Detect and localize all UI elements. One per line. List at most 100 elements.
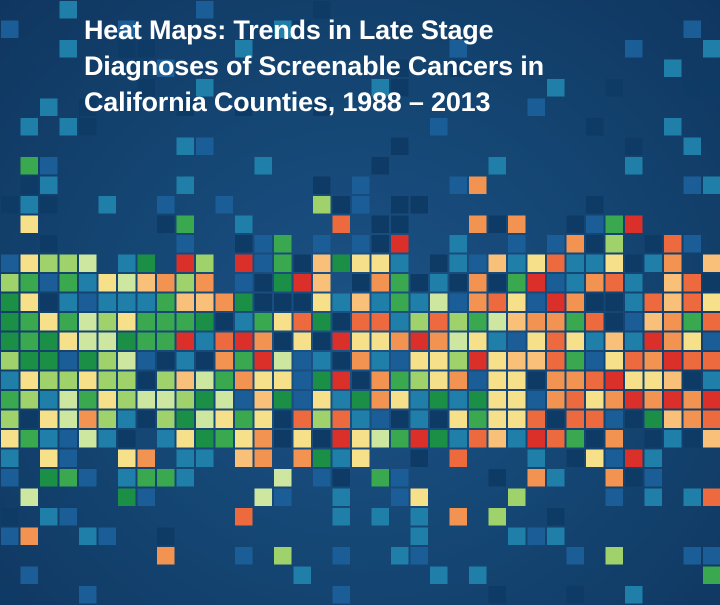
mosaic-tile xyxy=(98,274,116,292)
mosaic-tile xyxy=(605,391,623,409)
mosaic-tile xyxy=(235,430,253,448)
mosaic-tile xyxy=(683,488,701,506)
mosaic-tile xyxy=(176,137,194,155)
mosaic-tile xyxy=(176,176,194,194)
mosaic-tile xyxy=(79,293,97,311)
mosaic-tile xyxy=(605,274,623,292)
mosaic-tile xyxy=(137,274,155,292)
mosaic-tile xyxy=(274,332,292,350)
mosaic-tile xyxy=(137,352,155,370)
mosaic-tile xyxy=(566,352,584,370)
mosaic-tile xyxy=(449,352,467,370)
mosaic-tile xyxy=(1,196,19,214)
mosaic-tile xyxy=(254,430,272,448)
mosaic-tile xyxy=(59,430,77,448)
mosaic-tile xyxy=(566,449,584,467)
mosaic-tile xyxy=(1,391,19,409)
mosaic-tile xyxy=(703,488,720,506)
mosaic-tile xyxy=(215,430,233,448)
mosaic-tile xyxy=(391,293,409,311)
mosaic-tile xyxy=(157,527,175,545)
mosaic-tile xyxy=(98,430,116,448)
mosaic-tile xyxy=(410,547,428,565)
mosaic-tile xyxy=(98,352,116,370)
mosaic-tile xyxy=(254,352,272,370)
mosaic-tile xyxy=(664,332,682,350)
mosaic-tile xyxy=(274,469,292,487)
mosaic-tile xyxy=(98,410,116,428)
mosaic-tile xyxy=(215,293,233,311)
mosaic-tile xyxy=(313,293,331,311)
mosaic-tile xyxy=(527,469,545,487)
mosaic-tile xyxy=(664,274,682,292)
mosaic-tile xyxy=(703,40,720,58)
mosaic-tile xyxy=(274,352,292,370)
mosaic-tile xyxy=(625,391,643,409)
mosaic-tile xyxy=(703,274,720,292)
mosaic-tile xyxy=(391,488,409,506)
mosaic-tile xyxy=(469,274,487,292)
mosaic-tile xyxy=(313,274,331,292)
mosaic-tile xyxy=(274,391,292,409)
mosaic-tile xyxy=(683,176,701,194)
mosaic-tile xyxy=(391,196,409,214)
mosaic-tile xyxy=(430,274,448,292)
mosaic-tile xyxy=(254,313,272,331)
mosaic-tile xyxy=(449,449,467,467)
mosaic-tile xyxy=(527,410,545,428)
mosaic-tile xyxy=(430,118,448,136)
mosaic-tile xyxy=(508,430,526,448)
mosaic-tile xyxy=(235,98,253,116)
mosaic-tile xyxy=(59,449,77,467)
mosaic-tile xyxy=(586,332,604,350)
mosaic-tile xyxy=(118,430,136,448)
mosaic-tile xyxy=(118,332,136,350)
mosaic-tile xyxy=(605,332,623,350)
mosaic-tile xyxy=(176,313,194,331)
mosaic-tile xyxy=(430,352,448,370)
mosaic-tile xyxy=(176,293,194,311)
mosaic-tile xyxy=(664,59,682,77)
mosaic-tile xyxy=(313,235,331,253)
mosaic-tile xyxy=(391,410,409,428)
mosaic-tile xyxy=(274,410,292,428)
mosaic-tile xyxy=(703,566,720,584)
mosaic-tile xyxy=(644,449,662,467)
mosaic-tile xyxy=(79,274,97,292)
mosaic-tile xyxy=(527,313,545,331)
mosaic-tile xyxy=(605,254,623,272)
mosaic-tile xyxy=(527,274,545,292)
mosaic-tile xyxy=(605,469,623,487)
mosaic-tile xyxy=(40,176,58,194)
mosaic-tile xyxy=(176,274,194,292)
mosaic-tile xyxy=(352,274,370,292)
mosaic-tile xyxy=(313,196,331,214)
mosaic-tile xyxy=(469,566,487,584)
mosaic-tile xyxy=(683,20,701,38)
mosaic-tile xyxy=(79,469,97,487)
mosaic-tile xyxy=(586,352,604,370)
mosaic-tile xyxy=(332,254,350,272)
mosaic-tile xyxy=(1,293,19,311)
mosaic-tile xyxy=(391,215,409,233)
mosaic-tile xyxy=(235,391,253,409)
mosaic-tile xyxy=(449,313,467,331)
mosaic-tile xyxy=(391,391,409,409)
mosaic-tile xyxy=(98,313,116,331)
mosaic-tile xyxy=(586,215,604,233)
mosaic-tile xyxy=(449,371,467,389)
mosaic-tile xyxy=(664,391,682,409)
mosaic-tile xyxy=(527,293,545,311)
mosaic-tile xyxy=(293,391,311,409)
mosaic-tile xyxy=(40,371,58,389)
mosaic-tile xyxy=(332,352,350,370)
mosaic-tile xyxy=(469,254,487,272)
mosaic-tile xyxy=(215,391,233,409)
mosaic-tile xyxy=(508,293,526,311)
mosaic-tile xyxy=(118,391,136,409)
mosaic-tile xyxy=(605,371,623,389)
mosaic-tile xyxy=(1,449,19,467)
mosaic-tile xyxy=(157,352,175,370)
mosaic-tile xyxy=(547,235,565,253)
mosaic-tile xyxy=(196,274,214,292)
